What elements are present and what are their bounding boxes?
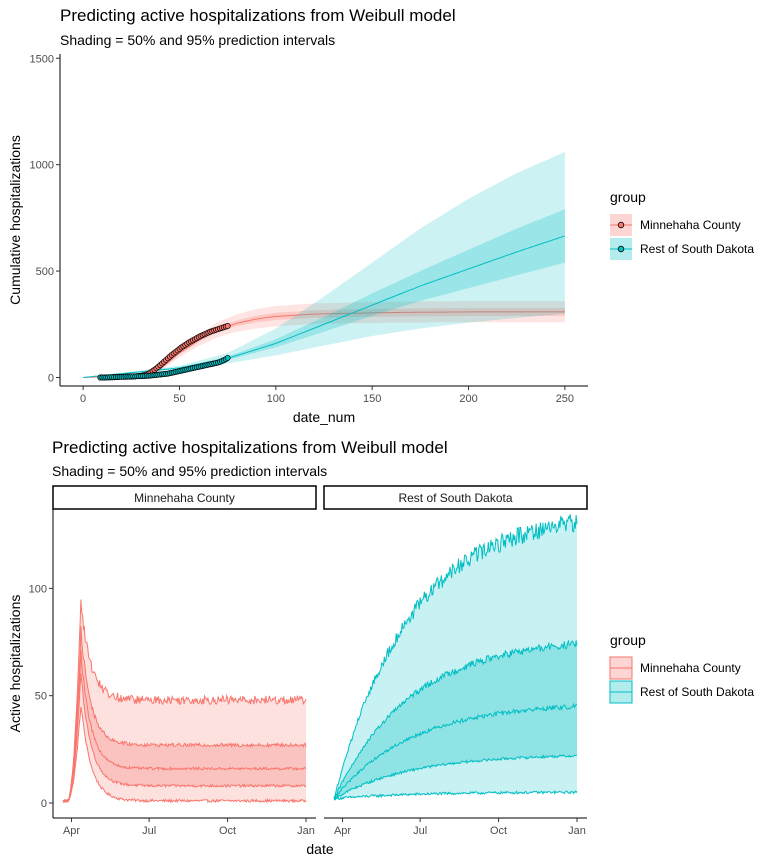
- y-tick-label: 500: [36, 266, 54, 278]
- y-tick-label: 1000: [30, 160, 54, 172]
- x-tick-label: Apr: [334, 825, 351, 837]
- bottom-chart: Minnehaha County Apr Jul Oct Jan Rest of Sout…: [7, 485, 754, 857]
- quantile-line: [62, 599, 307, 803]
- legend-key-point: [617, 221, 625, 229]
- band-95-0: [83, 301, 565, 378]
- legend-label: Minnehaha County: [640, 661, 741, 675]
- facet-strip: [52, 485, 317, 510]
- median-line-0: [83, 311, 565, 378]
- quantile-line: [62, 673, 307, 803]
- x-tick-label: Apr: [63, 825, 80, 837]
- legend-label: Rest of South Dakota: [640, 242, 754, 256]
- prediction-band: [63, 599, 306, 803]
- prediction-band: [334, 640, 577, 800]
- legend-label: Minnehaha County: [640, 218, 741, 232]
- top-chart-title: Predicting active hospitalizations from …: [60, 6, 456, 25]
- bottom-chart-subtitle: Shading = 50% and 95% prediction interva…: [52, 463, 328, 479]
- y-tick-label: 100: [29, 583, 47, 595]
- x-axis-title: date: [306, 841, 333, 857]
- top-chart-subtitle: Shading = 50% and 95% prediction interva…: [60, 32, 336, 48]
- quantile-line: [333, 754, 578, 800]
- facet-strip: [323, 485, 588, 510]
- y-tick-label: 1500: [30, 53, 54, 65]
- facet-strip-label: Minnehaha County: [134, 491, 235, 505]
- x-axis-title: date_num: [293, 409, 355, 425]
- quantile-line: [333, 639, 578, 799]
- legend-label: Rest of South Dakota: [640, 685, 754, 699]
- quantile-line: [62, 706, 307, 804]
- legend-key-point: [617, 245, 625, 253]
- prediction-band: [334, 514, 577, 800]
- quantile-line: [333, 514, 578, 798]
- x-tick-label: 250: [556, 393, 574, 405]
- band-50-0: [83, 308, 565, 378]
- quantile-line: [333, 790, 578, 801]
- top-chart: 0 50 100 150 200 250 0 500 1000 1500 date_num Cumul…: [7, 53, 754, 425]
- y-tick-label: 50: [35, 691, 47, 703]
- median-line-1: [83, 235, 566, 378]
- y-tick-label: 0: [48, 372, 54, 384]
- x-tick-label: 50: [173, 393, 185, 405]
- quantile-line: [333, 702, 578, 800]
- x-tick-label: 150: [363, 393, 381, 405]
- facet-strip-label: Rest of South Dakota: [398, 491, 512, 505]
- x-tick-label: Oct: [490, 825, 507, 837]
- y-axis-title: Cumulative hospitalizations: [7, 135, 23, 305]
- observed-point: [224, 354, 231, 361]
- prediction-band: [63, 626, 306, 803]
- x-tick-label: Oct: [219, 825, 236, 837]
- x-tick-label: 100: [267, 393, 285, 405]
- bottom-chart-title: Predicting active hospitalizations from …: [52, 438, 448, 457]
- band-95-1: [83, 151, 565, 378]
- x-tick-label: Jan: [568, 825, 586, 837]
- quantile-line: [62, 650, 307, 804]
- legend-title: group: [610, 632, 646, 648]
- quantile-line: [62, 626, 307, 803]
- observed-point: [224, 323, 231, 329]
- x-tick-label: Jul: [142, 825, 156, 837]
- legend-title: group: [610, 189, 646, 205]
- x-tick-label: 200: [459, 393, 477, 405]
- x-tick-label: Jul: [413, 825, 427, 837]
- y-axis-title: Active hospitalizations: [7, 595, 23, 733]
- x-tick-label: Jan: [297, 825, 315, 837]
- x-tick-label: 0: [80, 393, 86, 405]
- y-tick-label: 0: [41, 798, 47, 810]
